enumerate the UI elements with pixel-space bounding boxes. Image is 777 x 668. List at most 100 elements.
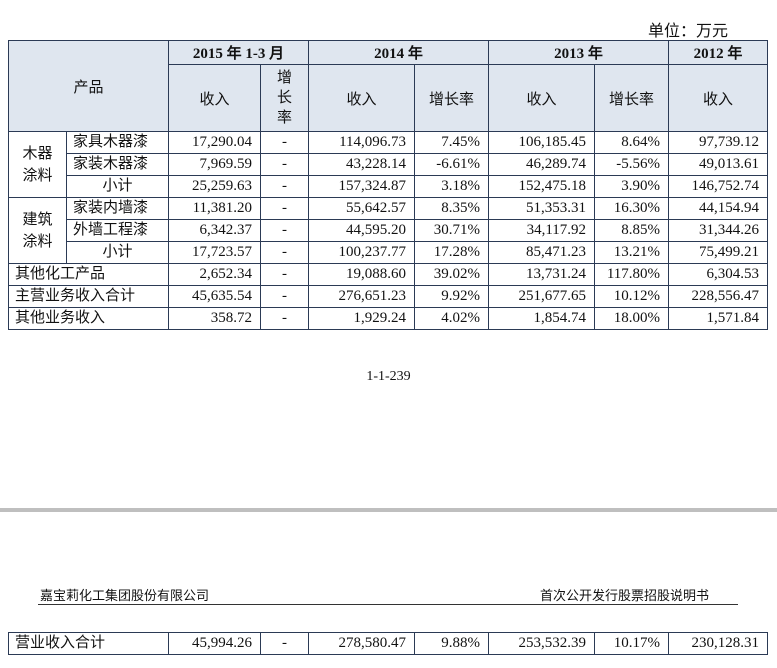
subheader-row: 收入 增长率 收入 增长率 收入 增长率 收入 bbox=[9, 64, 769, 132]
table-cell: 10.17% bbox=[594, 632, 670, 655]
data-row: 小计 25,259.63-157,324.87 3.18% 152,475.18 3.9… bbox=[9, 175, 769, 198]
data-row: 营业收入合计 45,994.26-278,580.47 9.88% 253,532.3… bbox=[7, 632, 769, 655]
table-cell: 146,752.74 bbox=[668, 175, 769, 198]
table-cell: 44,595.20 bbox=[308, 219, 416, 242]
table-cell: 8.85% bbox=[594, 219, 670, 242]
table-cell: 117.80% bbox=[594, 263, 670, 286]
table-cell: 100,237.77 bbox=[308, 241, 416, 264]
table-cell: 278,580.47 bbox=[308, 632, 416, 655]
unit-label: 单位：万元 bbox=[648, 23, 729, 40]
table-cell: 13,731.24 bbox=[488, 263, 596, 286]
table-cell: 152,475.18 bbox=[488, 175, 596, 198]
footer-rule bbox=[38, 604, 738, 605]
table-cell: 49,013.61 bbox=[668, 153, 769, 176]
subheader: 收入 bbox=[308, 64, 416, 132]
table-cell: - bbox=[260, 263, 310, 286]
data-row: 主营业务收入合计 45,635.54-276,651.23 9.92% 251,677… bbox=[7, 285, 769, 308]
table-cell: 1,854.74 bbox=[488, 307, 596, 330]
table-cell: 276,651.23 bbox=[308, 285, 416, 308]
subheader: 收入 bbox=[488, 64, 596, 132]
table-cell: 31,344.26 bbox=[668, 219, 769, 242]
table-cell: 6,342.37 bbox=[168, 219, 262, 242]
table-cell: 45,994.26 bbox=[168, 632, 262, 655]
row-name: 主营业务收入合计 bbox=[7, 285, 170, 308]
table-cell: 9.88% bbox=[414, 632, 490, 655]
data-row: 小计 17,723.57-100,237.77 17.28% 85,471.23 13.… bbox=[9, 241, 769, 264]
data-row: 建筑涂料 家装内墙漆 11,381.20-55,642.57 8.35% 51,353.… bbox=[8, 197, 769, 264]
table-cell: 43,228.14 bbox=[308, 153, 416, 176]
page-separator bbox=[0, 508, 777, 512]
footer-doc-title: 首次公开发行股票招股说明书 bbox=[540, 588, 710, 603]
table-cell: 3.18% bbox=[414, 175, 490, 198]
data-row: 其他化工产品 2,652.34-19,088.60 39.02% 13,731.24 1… bbox=[7, 263, 769, 286]
table-cell: 8.64% bbox=[594, 131, 670, 154]
period-header: 2014 年 bbox=[308, 40, 490, 65]
row-name: 其他业务收入 bbox=[7, 307, 170, 330]
table-cell: 7,969.59 bbox=[168, 153, 262, 176]
table-cell: - bbox=[260, 307, 310, 330]
table-cell: 55,642.57 bbox=[308, 197, 416, 220]
subheader: 增长率 bbox=[594, 64, 670, 132]
product-name: 家具木器漆 bbox=[65, 131, 170, 154]
table-cell: 17,290.04 bbox=[168, 131, 262, 154]
table-cell: 16.30% bbox=[594, 197, 670, 220]
table-cell: - bbox=[260, 632, 310, 655]
table-cell: - bbox=[260, 153, 310, 176]
category-cell: 木器涂料 bbox=[8, 131, 67, 198]
table-cell: 85,471.23 bbox=[488, 241, 596, 264]
product-name: 家装木器漆 bbox=[65, 153, 170, 176]
data-row: 其他业务收入 358.72-1,929.24 4.02% 1,854.74 18.00%… bbox=[7, 307, 769, 330]
table-cell: - bbox=[260, 219, 310, 242]
category-cell: 建筑涂料 bbox=[8, 197, 67, 264]
subheader: 增长率 bbox=[414, 64, 490, 132]
product-name: 家装内墙漆 bbox=[65, 197, 170, 220]
product-name: 小计 bbox=[65, 175, 170, 198]
table-cell: 18.00% bbox=[594, 307, 670, 330]
table-cell: 1,929.24 bbox=[308, 307, 416, 330]
table-cell: - bbox=[260, 241, 310, 264]
footer-company: 嘉宝莉化工集团股份有限公司 bbox=[40, 588, 210, 603]
table-cell: 10.12% bbox=[594, 285, 670, 308]
row-name: 其他化工产品 bbox=[7, 263, 170, 286]
table-cell: 1,571.84 bbox=[668, 307, 769, 330]
table-cell: 3.90% bbox=[594, 175, 670, 198]
table-cell: -5.56% bbox=[594, 153, 670, 176]
table-cell: 45,635.54 bbox=[168, 285, 262, 308]
period-header: 2015 年 1-3 月 bbox=[168, 40, 310, 65]
data-row: 外墙工程漆 6,342.37-44,595.20 30.71% 34,117.92 8.… bbox=[9, 219, 769, 242]
table-cell: 6,304.53 bbox=[668, 263, 769, 286]
table-cell: 251,677.65 bbox=[488, 285, 596, 308]
table-cell: 25,259.63 bbox=[168, 175, 262, 198]
data-row: 家装木器漆 7,969.59-43,228.14 -6.61% 46,289.74 -5… bbox=[9, 153, 769, 176]
subheader: 增长率 bbox=[260, 64, 310, 132]
table-cell: 157,324.87 bbox=[308, 175, 416, 198]
table-cell: -6.61% bbox=[414, 153, 490, 176]
table-cell: 17,723.57 bbox=[168, 241, 262, 264]
period-header: 2013 年 bbox=[488, 40, 670, 65]
product-header: 产品 bbox=[7, 40, 170, 132]
table-cell: 2,652.34 bbox=[168, 263, 262, 286]
subheader: 收入 bbox=[668, 64, 769, 132]
table-cell: 44,154.94 bbox=[668, 197, 769, 220]
table-cell: 34,117.92 bbox=[488, 219, 596, 242]
table-cell: - bbox=[260, 131, 310, 154]
table-cell: 8.35% bbox=[414, 197, 490, 220]
table-cell: - bbox=[260, 285, 310, 308]
revenue-table: 产品 2015 年 1-3 月 2014 年 2013 年 2012 年收入 增长率 收入增… bbox=[7, 40, 769, 330]
table-cell: 19,088.60 bbox=[308, 263, 416, 286]
table-cell: 228,556.47 bbox=[668, 285, 769, 308]
period-header: 2012 年 bbox=[668, 40, 769, 65]
continued-table: 营业收入合计 45,994.26-278,580.47 9.88% 253,532.3… bbox=[7, 632, 769, 655]
table-cell: 97,739.12 bbox=[668, 131, 769, 154]
page-number: 1-1-239 bbox=[366, 369, 411, 384]
table-cell: 46,289.74 bbox=[488, 153, 596, 176]
table-cell: 39.02% bbox=[414, 263, 490, 286]
table-cell: - bbox=[260, 175, 310, 198]
table-cell: - bbox=[260, 197, 310, 220]
table-cell: 11,381.20 bbox=[168, 197, 262, 220]
table-cell: 358.72 bbox=[168, 307, 262, 330]
table-cell: 17.28% bbox=[414, 241, 490, 264]
subheader: 收入 bbox=[168, 64, 262, 132]
product-name: 外墙工程漆 bbox=[65, 219, 170, 242]
